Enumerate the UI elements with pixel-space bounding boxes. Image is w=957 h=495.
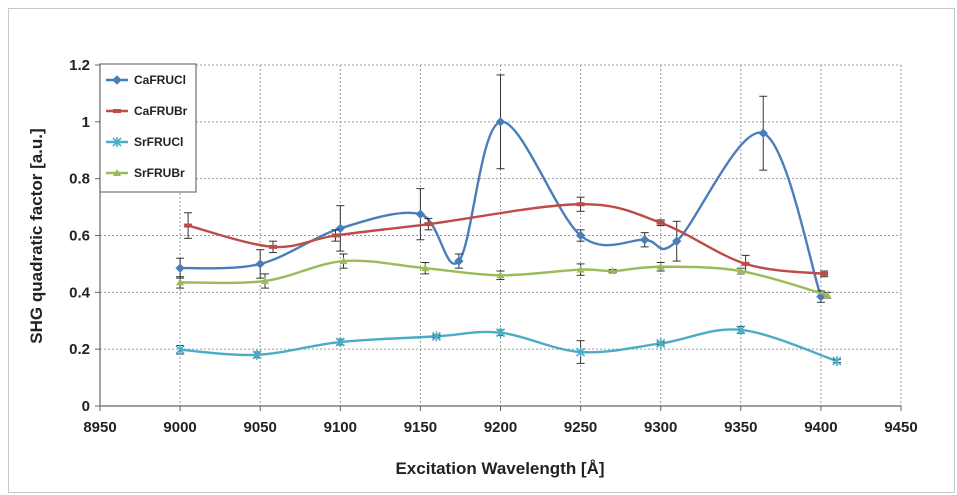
- data-point: [639, 235, 650, 245]
- legend-item-cafrubr: CaFRUBr: [106, 104, 188, 118]
- series-srfrucl: [175, 324, 842, 367]
- x-tick-label: 8950: [83, 419, 116, 436]
- y-axis-label: SHG quadratic factor [a.u.]: [27, 128, 46, 343]
- data-point: [252, 349, 262, 360]
- legend-marker: [113, 109, 121, 113]
- series-srfrubr: [176, 253, 832, 299]
- data-point: [255, 259, 265, 269]
- legend-label: CaFRUBr: [134, 104, 188, 118]
- legend-label: CaFRUCl: [134, 73, 186, 87]
- series-line-cafrubr: [187, 203, 825, 276]
- y-tick-labels: 0 0.2 0.4 0.6 0.8 1 1.2: [69, 57, 91, 415]
- data-point: [576, 202, 585, 207]
- data-point: [741, 261, 750, 266]
- x-tick-label: 9100: [324, 419, 357, 436]
- legend-marker: [112, 137, 122, 147]
- data-point: [656, 220, 665, 225]
- y-tick-label: 0: [82, 398, 90, 415]
- data-point: [495, 117, 506, 127]
- data-point: [184, 223, 193, 228]
- data-point: [576, 265, 585, 273]
- x-tick-label: 9450: [884, 419, 917, 436]
- legend-item-srfrucl: SrFRUCl: [106, 135, 183, 149]
- data-point: [820, 271, 829, 276]
- data-point: [576, 347, 586, 358]
- legend-item-srfrubr: SrFRUBr: [106, 166, 185, 180]
- data-point: [823, 291, 832, 299]
- data-point: [575, 230, 586, 241]
- x-tick-label: 9400: [804, 419, 837, 436]
- data-point: [736, 324, 746, 335]
- x-tick-label: 9000: [163, 419, 196, 436]
- x-tick-label: 9200: [484, 419, 517, 436]
- legend-label: SrFRUCl: [134, 135, 183, 149]
- y-tick-label: 0.4: [69, 284, 91, 301]
- data-point: [424, 222, 433, 227]
- x-tick-label: 9050: [244, 419, 277, 436]
- data-point: [431, 331, 441, 342]
- data-point: [832, 356, 842, 367]
- data-point: [269, 244, 278, 249]
- legend-item-cafrucl: CaFRUCl: [106, 73, 186, 87]
- y-tick-label: 1.2: [69, 57, 90, 74]
- x-tick-labels: 8950 9000 9050 9100 9150 9200 9250 9300 9350 9400…: [83, 419, 917, 436]
- legend-marker: [112, 75, 122, 85]
- data-point: [758, 128, 768, 138]
- y-tick-label: 0.8: [69, 171, 90, 188]
- data-point: [608, 267, 617, 275]
- legend-label: SrFRUBr: [134, 166, 185, 180]
- y-tick-label: 0.2: [69, 341, 90, 358]
- data-point: [335, 337, 345, 348]
- series-cafrubr: [184, 196, 829, 278]
- y-tick-label: 1: [82, 114, 90, 131]
- series-layer: [175, 74, 842, 367]
- data-point: [339, 257, 348, 265]
- series-line-srfrucl: [180, 328, 838, 363]
- data-point: [736, 267, 745, 275]
- data-point: [175, 263, 185, 273]
- data-point: [415, 209, 426, 219]
- x-tick-label: 9300: [644, 419, 677, 436]
- data-point: [421, 264, 430, 272]
- x-tick-label: 9250: [564, 419, 597, 436]
- data-point: [496, 271, 505, 279]
- legend: CaFRUCl CaFRUBr SrFRUCl SrFRUBr: [99, 63, 197, 193]
- data-point: [672, 236, 682, 246]
- data-point: [656, 338, 666, 349]
- x-axis-label: Excitation Wavelength [Å]: [395, 459, 604, 478]
- data-point: [331, 233, 340, 238]
- data-point: [335, 223, 346, 234]
- y-tick-label: 0.6: [69, 228, 90, 245]
- series-line-srfrubr: [180, 259, 828, 297]
- legend-box: [99, 63, 197, 193]
- legend-marker: [113, 169, 121, 176]
- data-point: [454, 256, 464, 266]
- series-line-cafrucl: [180, 120, 823, 297]
- data-point: [656, 262, 665, 270]
- series-cafrucl: [175, 74, 826, 303]
- data-point: [175, 344, 185, 355]
- x-tick-label: 9350: [724, 419, 757, 436]
- axes: [95, 64, 902, 411]
- data-point: [495, 327, 506, 338]
- data-point: [261, 276, 270, 284]
- data-point: [176, 278, 185, 286]
- x-tick-label: 9150: [404, 419, 437, 436]
